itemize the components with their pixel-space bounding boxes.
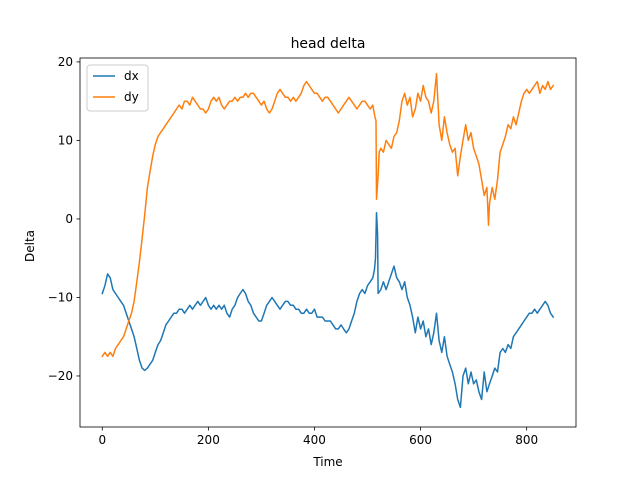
chart-title: head delta [291, 36, 366, 52]
axes: 0 200 400 600 800 −20 −10 0 10 20 [48, 55, 577, 447]
legend-box [86, 64, 149, 112]
x-axis-label: Time [312, 455, 342, 469]
series-line-dx [101, 211, 555, 409]
legend: dx dy [86, 64, 149, 112]
legend-label-dy: dy [124, 90, 139, 104]
x-tick-label: 600 [409, 433, 432, 447]
x-tick-label: 200 [197, 433, 220, 447]
y-axis-label: Delta [23, 230, 37, 262]
plot-area [101, 72, 555, 409]
x-tick-label: 0 [98, 433, 106, 447]
axes-frame [79, 57, 577, 428]
y-tick-label: 0 [65, 212, 73, 226]
legend-label-dx: dx [124, 69, 139, 83]
y-tick-label: 20 [58, 55, 73, 69]
y-tick-label: −10 [48, 290, 73, 304]
y-tick-label: −20 [48, 369, 73, 383]
y-tick-label: 10 [58, 133, 73, 147]
x-tick-label: 400 [303, 433, 326, 447]
series-line-dy [101, 72, 555, 358]
x-tick-label: 800 [515, 433, 538, 447]
